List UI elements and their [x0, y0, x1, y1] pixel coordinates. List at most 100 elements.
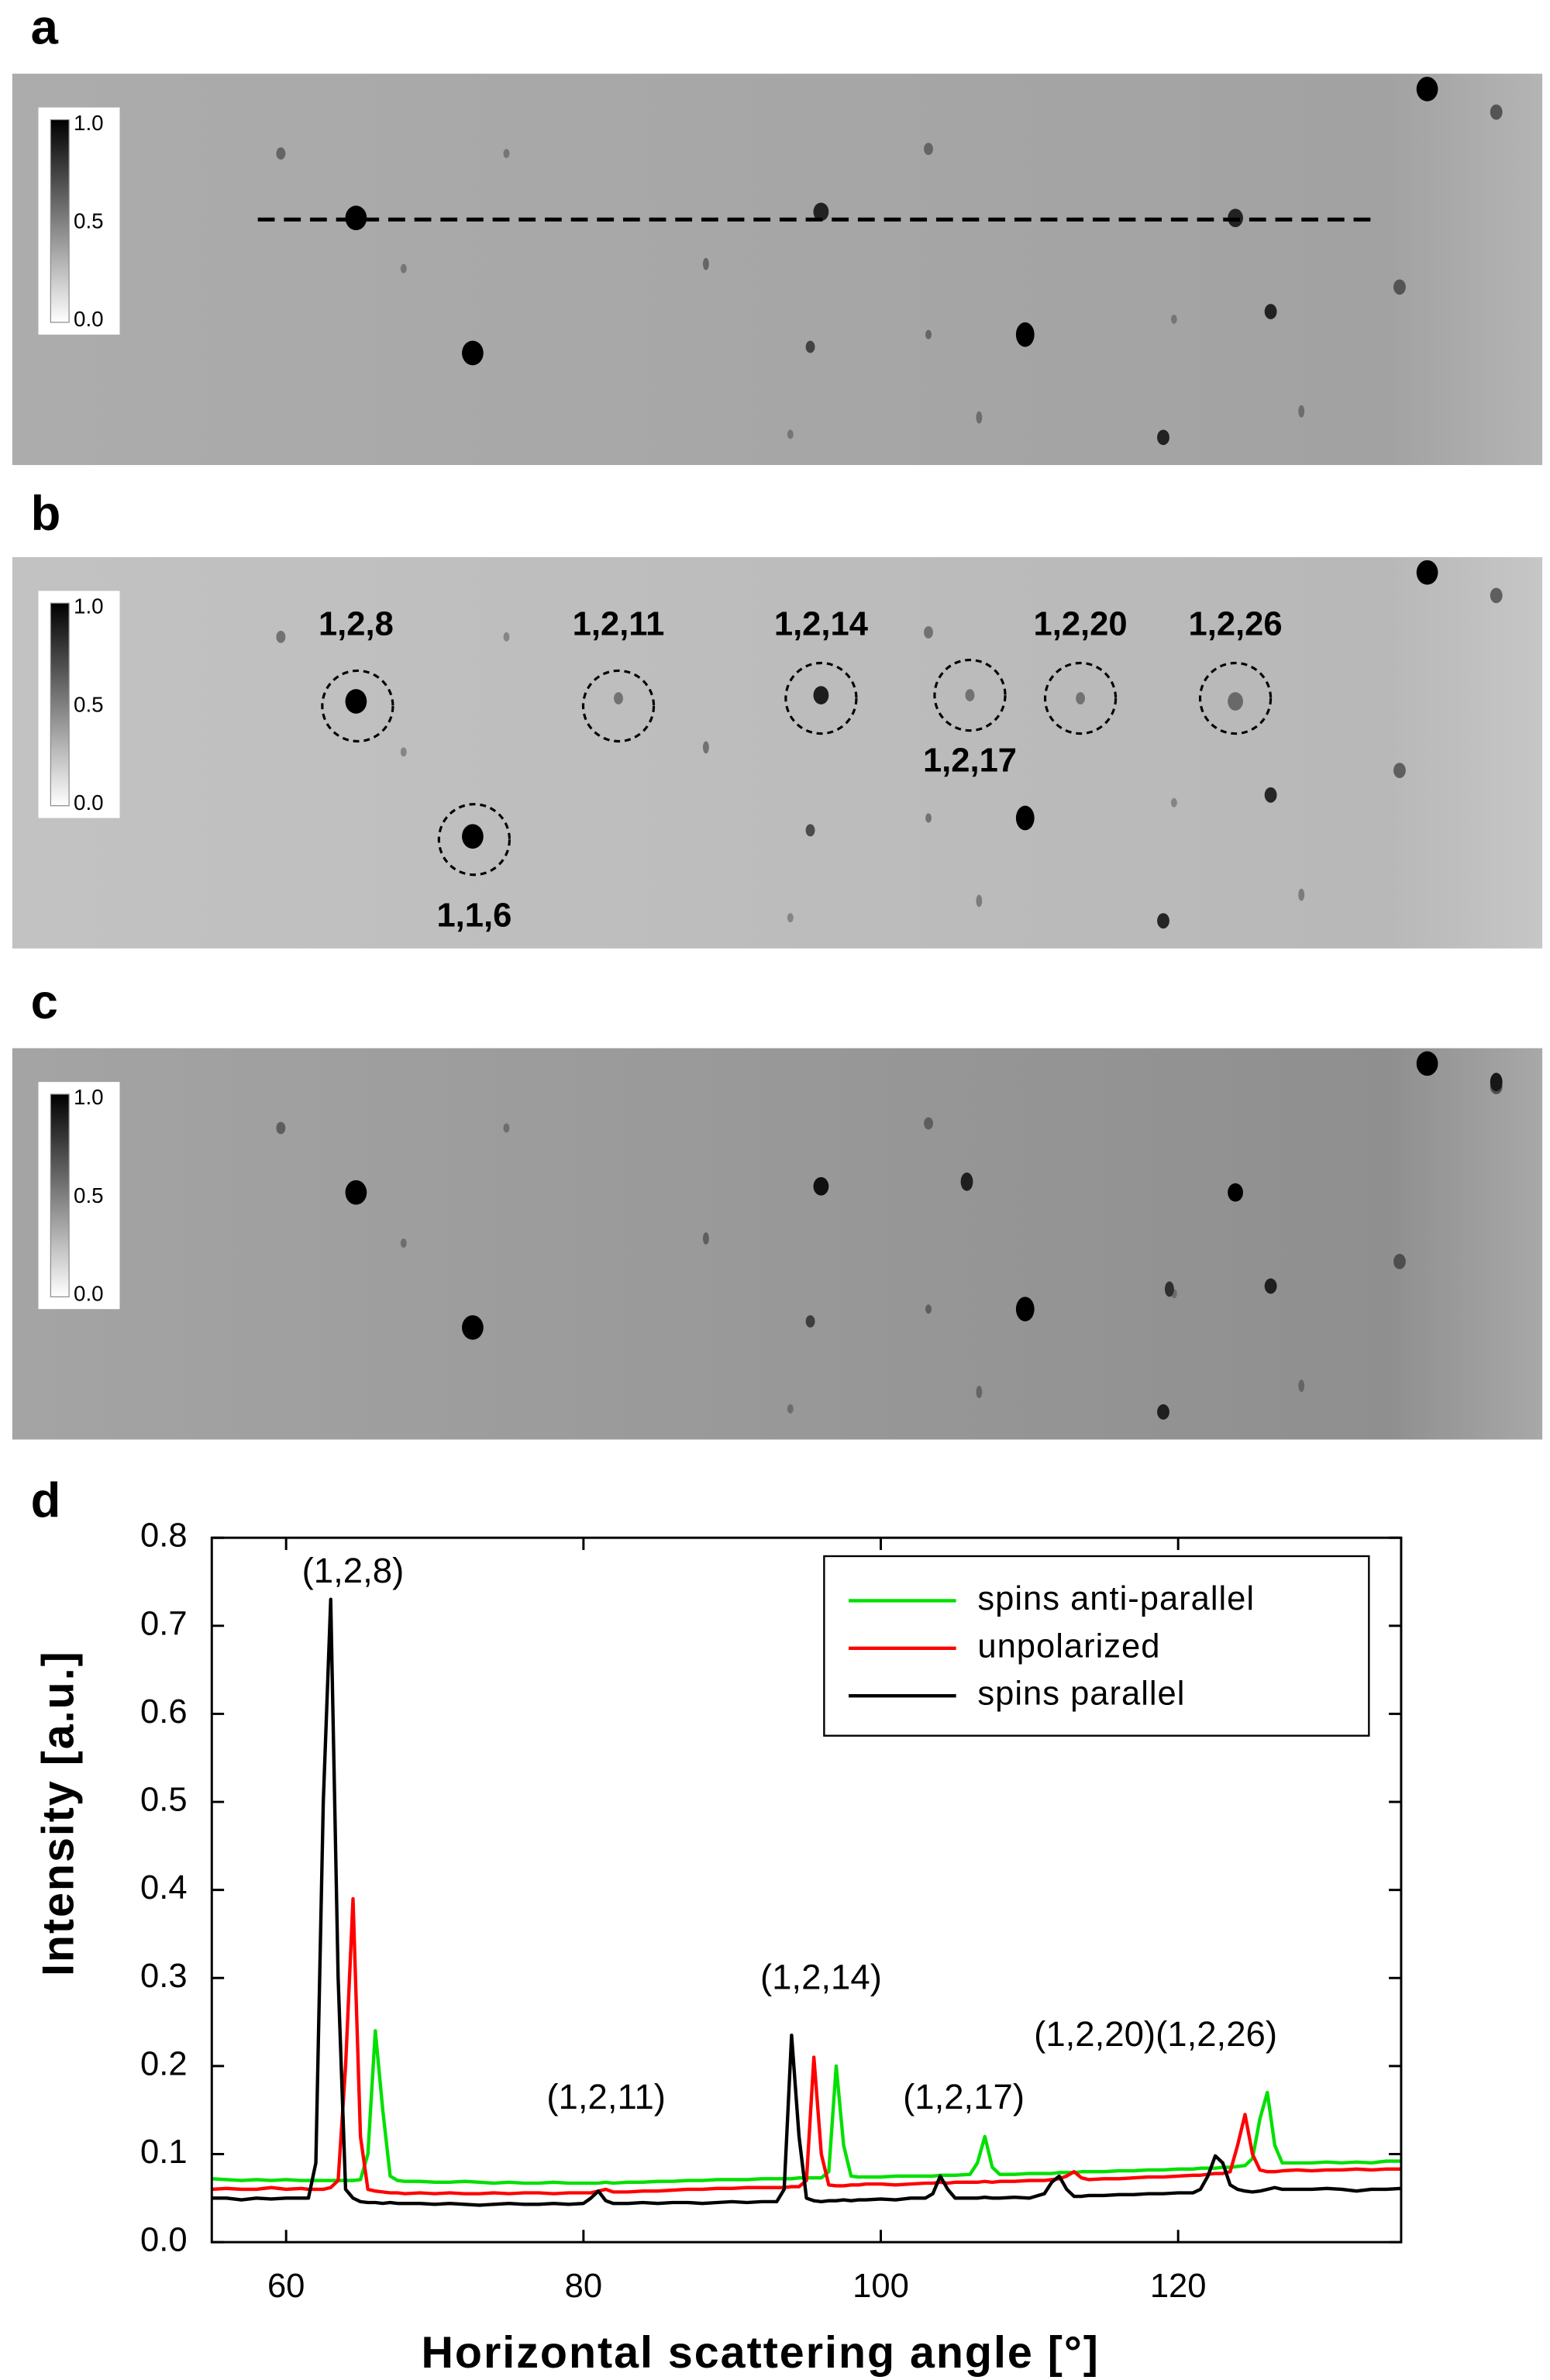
diffraction-spot — [976, 894, 983, 908]
diffraction-spot — [1157, 429, 1169, 446]
diffraction-spot — [614, 692, 623, 704]
diffraction-spot — [503, 1123, 510, 1133]
peak-label: (1,2,14) — [760, 1958, 882, 1997]
y-tick-label: 0.1 — [140, 2134, 188, 2171]
x-axis-title: Horizontal scattering angle [°] — [422, 2328, 1100, 2378]
diffraction-spot — [400, 747, 407, 757]
diffraction-spot — [702, 1232, 709, 1245]
colorbar-tick-label: 0.5 — [74, 692, 104, 716]
diffraction-spot — [1490, 587, 1503, 604]
diffraction-spot — [925, 1304, 932, 1314]
x-tick-label: 100 — [852, 2268, 909, 2305]
y-tick-label: 0.3 — [140, 1958, 188, 1995]
diffraction-spot — [1264, 304, 1277, 319]
y-tick-label: 0.4 — [140, 1869, 188, 1906]
diffraction-spot — [787, 913, 794, 923]
diffraction-spot — [960, 1172, 973, 1191]
diffraction-spot — [1228, 1183, 1243, 1202]
legend-label: spins parallel — [977, 1676, 1185, 1713]
spot-marker — [1043, 661, 1118, 735]
panel-label: b — [31, 487, 61, 541]
spot-label: 1,2,20 — [1034, 605, 1128, 642]
diffraction-spot — [925, 329, 932, 339]
diffraction-spot — [1076, 692, 1085, 704]
spot-marker — [1198, 661, 1273, 735]
data-line — [212, 2029, 1401, 2185]
diffraction-spot — [462, 340, 484, 366]
diffraction-spot — [400, 263, 407, 274]
diffraction-spot — [1264, 1278, 1277, 1294]
diffraction-spot — [400, 1238, 407, 1248]
diffraction-spot — [1416, 77, 1438, 102]
diffraction-spot — [1298, 1379, 1305, 1393]
spot-label: 1,1,6 — [436, 897, 512, 935]
diffraction-spot — [1393, 763, 1406, 779]
colorbar-tick-label: 0.5 — [74, 209, 104, 233]
colorbar-tick-label: 0.0 — [74, 790, 104, 815]
x-tick-label: 120 — [1150, 2268, 1207, 2305]
peak-label: (1,2,17) — [903, 2077, 1025, 2117]
diffraction-spot — [276, 1121, 286, 1135]
spot-marker — [581, 669, 656, 743]
diffraction-spot — [276, 630, 286, 643]
spot-label: 1,2,8 — [319, 605, 394, 642]
diffraction-spot — [1416, 560, 1438, 585]
detector-image — [12, 74, 1543, 466]
panel-label: c — [31, 975, 58, 1029]
diffraction-spot — [787, 1404, 794, 1414]
detector-image — [12, 1048, 1543, 1440]
peak-label: (1,2,8) — [302, 1551, 405, 1590]
diffraction-spot — [1170, 314, 1177, 324]
y-tick-label: 0.7 — [140, 1605, 188, 1642]
diffraction-spot — [924, 143, 933, 156]
diffraction-spot — [1170, 797, 1177, 808]
y-tick-label: 0.0 — [140, 2222, 188, 2259]
panel-label: a — [31, 0, 59, 54]
diffraction-spot — [1157, 913, 1169, 929]
diffraction-spot — [462, 824, 484, 849]
diffraction-spot — [976, 1386, 983, 1399]
spot-label: 1,2,14 — [774, 605, 868, 642]
spot-marker — [321, 669, 394, 743]
diffraction-spot — [1416, 1051, 1438, 1076]
legend-label: spins anti-parallel — [977, 1580, 1255, 1617]
spot-label: 1,2,11 — [573, 605, 665, 642]
colorbar-tick-label: 1.0 — [74, 1085, 104, 1109]
y-axis-title: Intensity [a.u.] — [33, 1650, 83, 1976]
y-tick-label: 0.5 — [140, 1782, 188, 1819]
diffraction-spot — [813, 686, 829, 704]
diffraction-spot — [345, 1180, 367, 1205]
colorbar-tick-label: 1.0 — [74, 594, 104, 618]
spot-marker — [437, 803, 512, 877]
x-tick-label: 60 — [267, 2268, 305, 2305]
diffraction-spot — [976, 411, 983, 424]
diffraction-spot — [345, 205, 367, 231]
peak-label: (1,2,11) — [546, 2077, 666, 2117]
panel-label: d — [31, 1473, 61, 1528]
diffraction-spot — [1298, 405, 1305, 418]
diffraction-spot — [1298, 888, 1305, 901]
x-tick-label: 80 — [565, 2268, 602, 2305]
spot-label: 1,2,17 — [923, 742, 1017, 780]
diffraction-spot — [1015, 805, 1035, 831]
diffraction-spot — [924, 625, 933, 639]
diffraction-spot — [462, 1315, 484, 1340]
colorbar-tick-label: 0.0 — [74, 307, 104, 331]
diffraction-spot — [345, 689, 367, 714]
detector-image — [12, 556, 1543, 949]
data-line — [212, 1597, 1402, 2207]
colorbar-tick-label: 1.0 — [74, 111, 104, 135]
diffraction-spot — [1490, 104, 1503, 120]
diffraction-spot — [805, 1315, 815, 1328]
colorbar — [50, 1094, 70, 1297]
diffraction-spot — [702, 741, 709, 754]
colorbar — [50, 119, 70, 323]
diffraction-spot — [965, 689, 975, 702]
diffraction-spot — [787, 429, 794, 439]
diffraction-spot — [1490, 1073, 1503, 1091]
legend-box — [823, 1555, 1370, 1737]
diffraction-spot — [1157, 1404, 1169, 1420]
diffraction-spot — [1264, 787, 1277, 803]
spot-marker — [933, 658, 1007, 732]
y-tick-label: 0.6 — [140, 1693, 188, 1731]
